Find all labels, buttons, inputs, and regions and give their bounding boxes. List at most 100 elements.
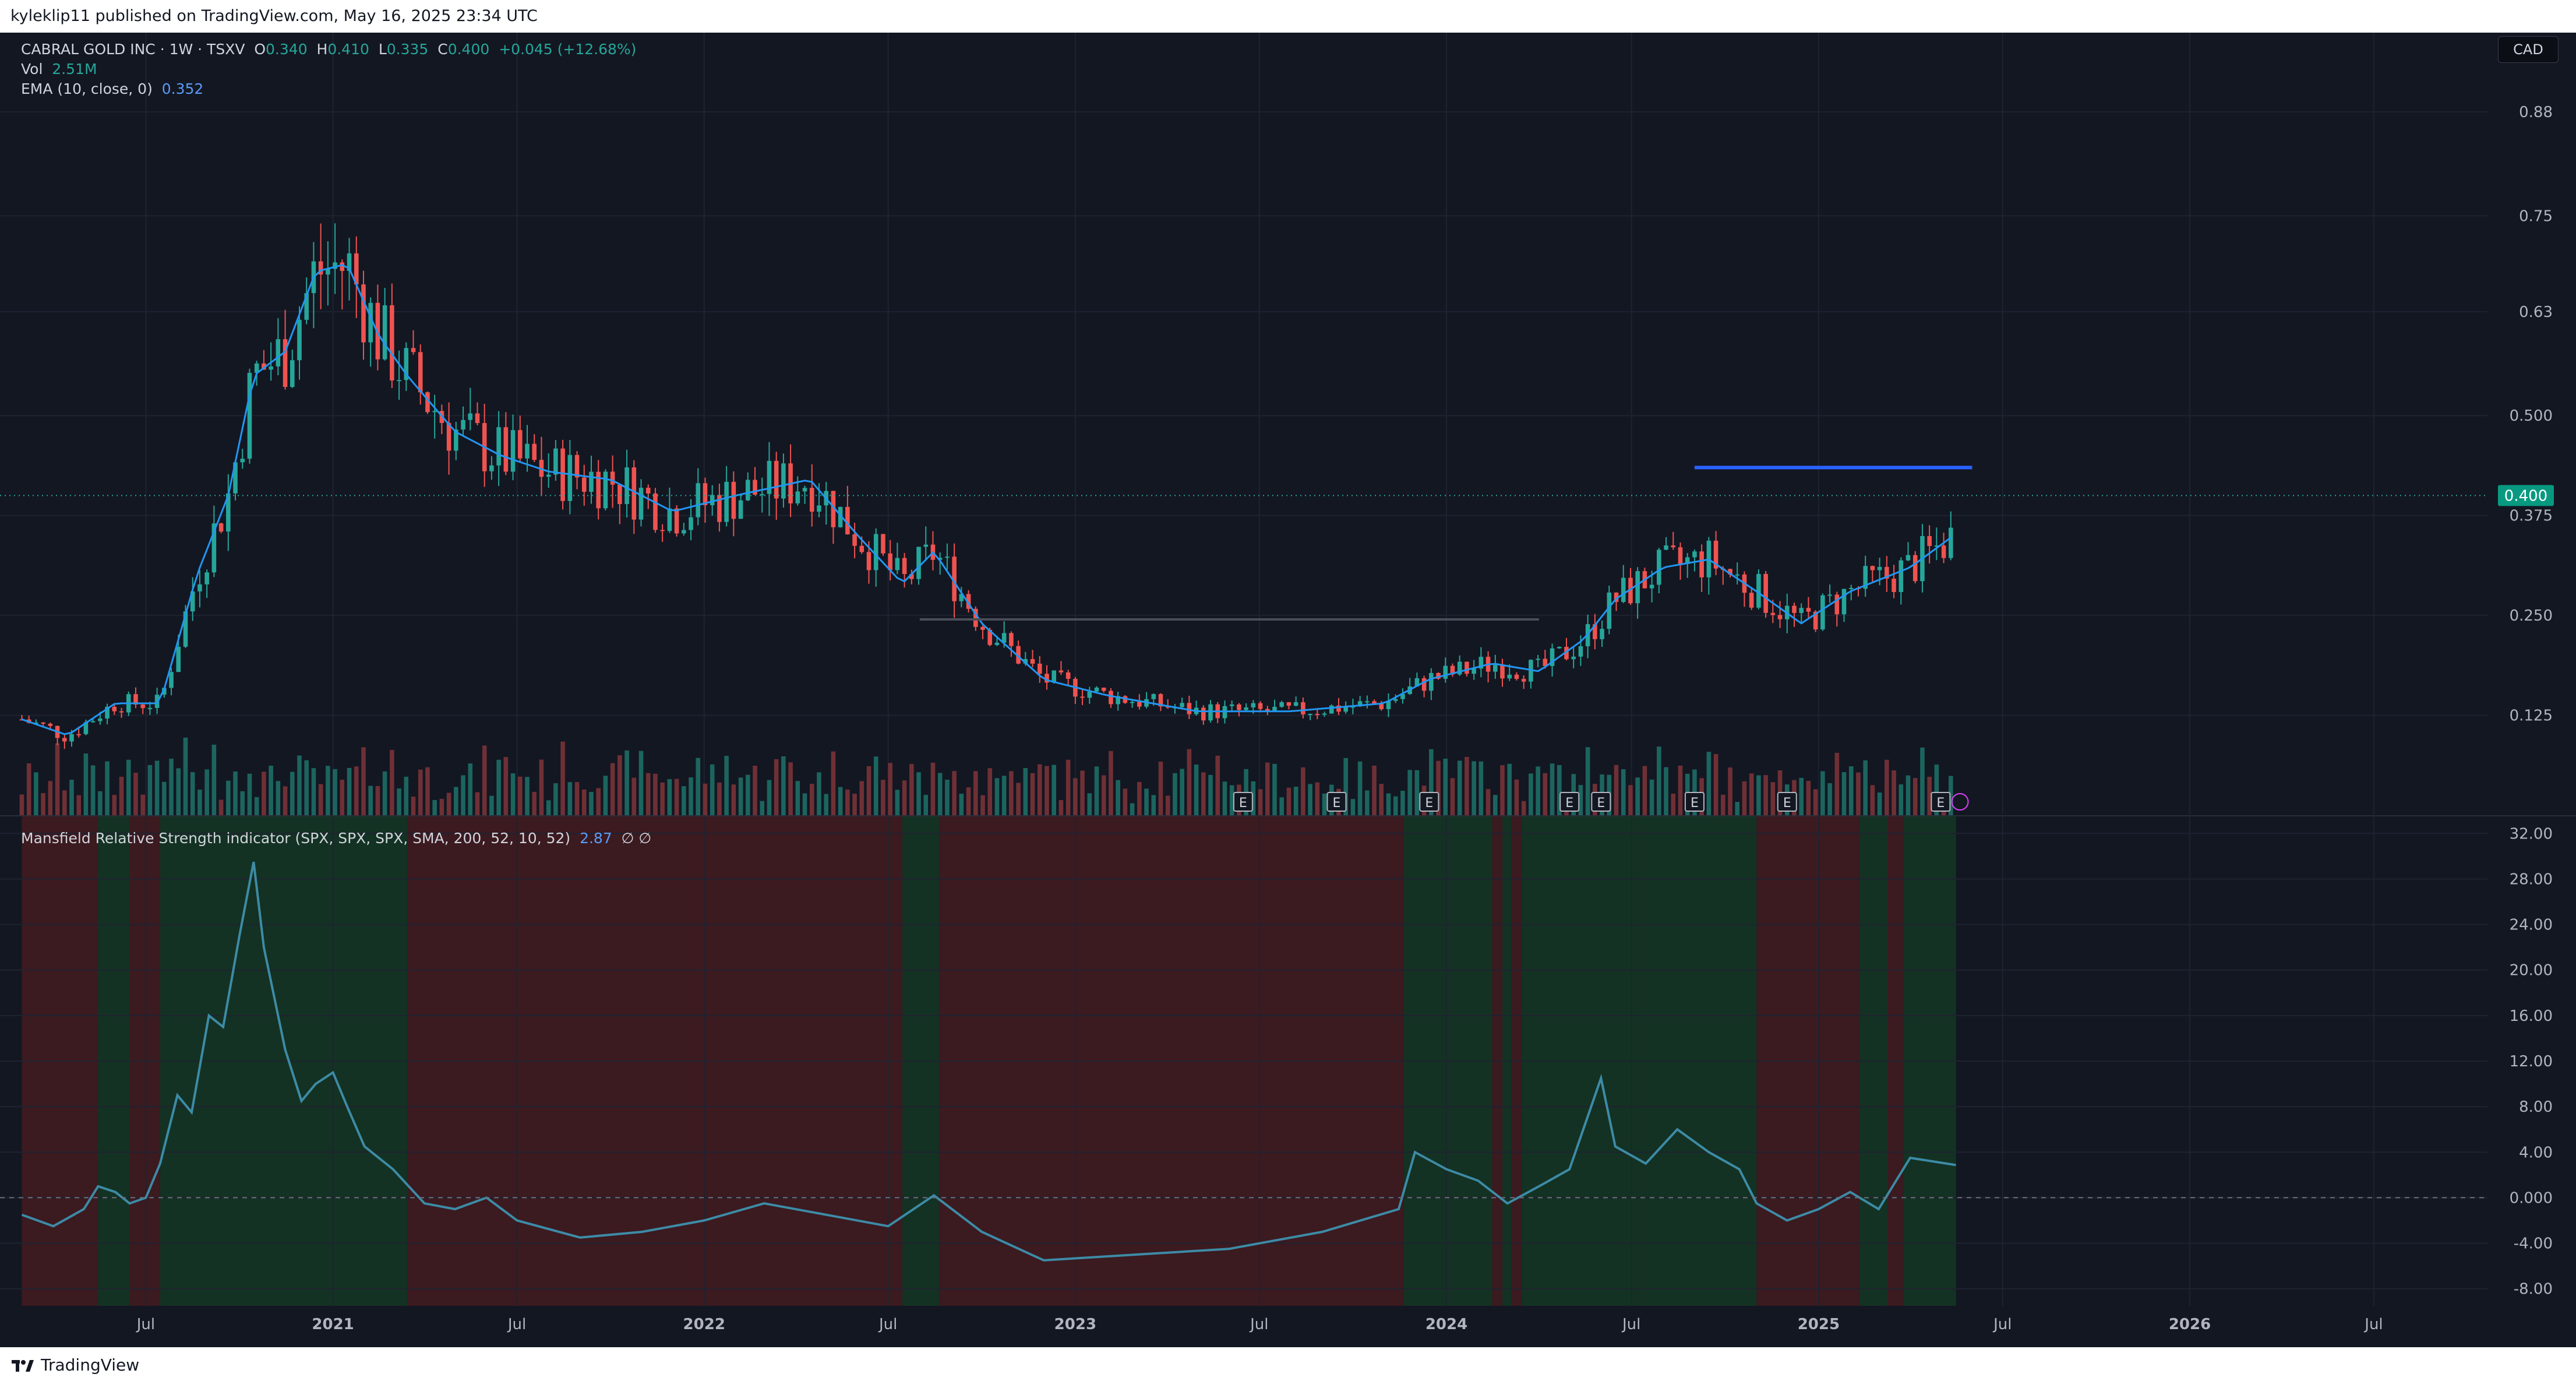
volume-bar bbox=[660, 782, 665, 815]
volume-bar bbox=[1293, 787, 1298, 815]
indicator-legend: Mansfield Relative Strength indicator (S… bbox=[21, 830, 651, 847]
candle-body bbox=[1521, 679, 1526, 682]
earnings-marker-label: E bbox=[1333, 796, 1341, 811]
volume-bar bbox=[1493, 795, 1498, 815]
chart-canvas[interactable]: 0.88 0.75 0.63 0.500 0.375 0.250 0.125 0.400 32.… bbox=[0, 33, 2576, 1347]
candle-body bbox=[1123, 696, 1128, 703]
candle-body bbox=[574, 455, 580, 478]
volume-bar bbox=[1165, 795, 1170, 815]
candle-body bbox=[1550, 648, 1555, 666]
candle-body bbox=[703, 483, 708, 506]
candle-body bbox=[1756, 574, 1761, 608]
volume-bar bbox=[1037, 764, 1042, 815]
candle-body bbox=[1863, 566, 1868, 589]
volume-bar bbox=[638, 751, 644, 815]
candle-body bbox=[226, 493, 231, 532]
symbol-legend: CABRAL GOLD INC · 1W · TSXV O0.340 H0.41… bbox=[21, 41, 636, 58]
volume-bar bbox=[866, 766, 871, 815]
candle-body bbox=[689, 517, 693, 530]
volume-bar bbox=[873, 756, 878, 815]
candle-body bbox=[1543, 658, 1548, 666]
volume-bar bbox=[589, 792, 594, 815]
volume-bar bbox=[26, 763, 31, 815]
volume-bar bbox=[468, 763, 473, 815]
volume-bar bbox=[859, 781, 864, 815]
candle-body bbox=[1350, 706, 1356, 708]
volume-bar bbox=[1664, 767, 1668, 815]
volume-bar bbox=[653, 773, 658, 815]
volume-bar bbox=[746, 774, 750, 815]
candle-body bbox=[247, 372, 252, 459]
price-tick-label: 0.63 bbox=[2519, 304, 2553, 321]
candle-body bbox=[1899, 560, 1904, 592]
candle-body bbox=[1208, 704, 1213, 721]
tradingview-brand[interactable]: TradingView bbox=[12, 1355, 139, 1375]
ema-legend: EMA (10, close, 0) 0.352 bbox=[21, 80, 203, 97]
candle-body bbox=[1336, 705, 1341, 712]
rs-tick-label: 4.00 bbox=[2519, 1144, 2553, 1161]
candle-body bbox=[34, 723, 38, 724]
candle-body bbox=[1472, 668, 1476, 674]
volume-bar bbox=[397, 788, 401, 815]
volume-bar bbox=[1251, 781, 1256, 815]
candle-body bbox=[461, 420, 465, 430]
volume-bar bbox=[162, 781, 167, 815]
candle-body bbox=[852, 534, 857, 546]
candle-body bbox=[425, 392, 430, 413]
volume-bar bbox=[1749, 773, 1754, 815]
time-axis: Jul 2021 Jul 2022 Jul 2023 Jul 2024 Jul 2025 Jul 20… bbox=[136, 1316, 2383, 1333]
candle-body bbox=[1372, 701, 1377, 704]
candle-body bbox=[1713, 540, 1718, 569]
volume-bar bbox=[105, 761, 110, 815]
candle-body bbox=[1080, 696, 1085, 698]
ema-label: EMA (10, close, 0) bbox=[21, 80, 153, 97]
volume-bar bbox=[1308, 784, 1312, 815]
candle-body bbox=[845, 506, 850, 535]
candle-body bbox=[603, 471, 608, 509]
volume-bar bbox=[34, 772, 38, 815]
candle-body bbox=[767, 460, 772, 494]
brand-name: TradingView bbox=[41, 1355, 140, 1375]
candle-body bbox=[952, 556, 957, 601]
currency-button[interactable]: CAD bbox=[2498, 36, 2559, 63]
candle-body bbox=[211, 523, 217, 573]
volume-bar bbox=[738, 777, 743, 815]
volume-bar bbox=[1485, 789, 1491, 815]
last-price-badge bbox=[2498, 485, 2554, 506]
volume-bar bbox=[560, 741, 565, 815]
candle-body bbox=[1841, 589, 1847, 615]
volume-bar bbox=[1407, 770, 1412, 815]
candle-body bbox=[1749, 593, 1754, 608]
candle-body bbox=[1421, 678, 1427, 691]
chart-area[interactable]: 0.88 0.75 0.63 0.500 0.375 0.250 0.125 0.400 32.… bbox=[0, 33, 2576, 1347]
earnings-marker-label: E bbox=[1565, 796, 1573, 811]
candle-body bbox=[724, 481, 729, 522]
candle-body bbox=[468, 413, 473, 420]
candle-body bbox=[909, 574, 914, 579]
volume-bar bbox=[119, 777, 124, 815]
volume-bar bbox=[1657, 746, 1661, 815]
volume-bar bbox=[496, 759, 501, 815]
volume-bar bbox=[1543, 773, 1548, 815]
close-label: C bbox=[437, 41, 448, 58]
low-value: 0.335 bbox=[386, 41, 429, 58]
candle-body bbox=[645, 488, 651, 494]
candle-body bbox=[1265, 709, 1270, 712]
candle-body bbox=[866, 552, 871, 570]
volume-bar bbox=[1621, 769, 1626, 815]
time-tick-label: Jul bbox=[1621, 1316, 1640, 1333]
candle-body bbox=[674, 508, 679, 534]
candle-body bbox=[532, 443, 537, 460]
candle-body bbox=[1941, 545, 1946, 558]
price-axes: 0.88 0.75 0.63 0.500 0.375 0.250 0.125 0.400 32.… bbox=[2498, 104, 2554, 1298]
low-label: L bbox=[378, 41, 387, 58]
volume-bar bbox=[276, 781, 281, 815]
candle-body bbox=[290, 360, 295, 387]
candle-body bbox=[368, 302, 373, 343]
volume-bar bbox=[1414, 770, 1420, 815]
volume-bar bbox=[1892, 770, 1896, 815]
candle-body bbox=[624, 467, 629, 505]
candle-body bbox=[959, 594, 964, 601]
volume-bar bbox=[297, 755, 302, 815]
